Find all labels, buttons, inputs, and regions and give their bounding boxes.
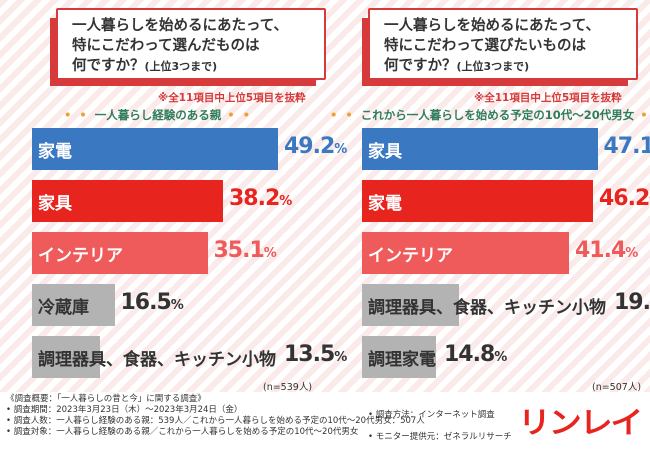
right-bar: [362, 284, 459, 326]
left-subtitle-text: 一人暮らし経験のある親: [94, 108, 222, 122]
right-question-box: 一人暮らしを始めるにあたって、 特にこだわって選びたいものは 何ですか？(上位3…: [362, 8, 638, 86]
left-bar-value-label: 49.2%: [284, 134, 348, 159]
left-question-suffix: (上位3つまで): [144, 60, 218, 73]
right-bar-value-label: 19.3%: [614, 290, 650, 315]
left-bar-value-label: 38.2%: [229, 186, 293, 211]
right-bar-category-label: 調理家電: [368, 350, 436, 370]
right-sample-size: (n=507人): [592, 382, 642, 393]
right-bar-value-label: 14.8%: [444, 342, 508, 367]
survey-line: • 調査方法：インターネット調査: [368, 410, 495, 420]
left-sample-size: (n=539人): [263, 382, 313, 393]
left-question-line-1: 一人暮らしを始めるにあたって、: [72, 18, 289, 34]
survey-details-right: • 調査方法：インターネット調査 • モニター提供元：ゼネラルリサーチ: [368, 410, 512, 443]
left-bar-category-label: 冷蔵庫: [38, 298, 89, 318]
left-bar-value-label: 13.5%: [284, 342, 348, 367]
right-bar-category-label: 調理器具、食器、キッチン小物: [368, 298, 606, 318]
left-bar-category-label: 家電: [38, 142, 72, 162]
survey-details-left: 《調査概要：「一人暮らしの昔と今」に関する調査》 • 調査期間：2023年3月2…: [6, 394, 425, 438]
left-question-line-3: 何ですか？: [72, 58, 145, 74]
left-bar: [32, 180, 223, 222]
right-bar: [362, 232, 569, 274]
left-question-line-2: 特にこだわって選んだものは: [72, 38, 260, 54]
left-bar: [32, 128, 278, 170]
left-bar-category-label: 調理器具、食器、キッチン小物: [38, 350, 276, 370]
right-subtitle: • • これから一人暮らしを始める予定の10代〜20代男女 • •: [330, 108, 650, 122]
right-bar-value-label: 46.2%: [599, 186, 650, 211]
right-bar-category-label: 家電: [368, 194, 402, 214]
survey-line: • 調査人数：一人暮らし経験のある親：539人／これから一人暮らしを始める予定の…: [6, 416, 425, 426]
right-bar-value-label: 41.4%: [575, 238, 639, 263]
right-bar-category-label: 家具: [368, 142, 402, 162]
left-bar-category-label: インテリア: [38, 246, 123, 266]
right-bar-category-label: インテリア: [368, 246, 453, 266]
right-question-line-1: 一人暮らしを始めるにあたって、: [384, 18, 601, 34]
left-note: ※全11項目中上位5項目を抜粋: [158, 92, 306, 104]
left-bar: [32, 284, 115, 326]
right-bar: [362, 336, 436, 378]
left-bar-value-label: 35.1%: [213, 238, 277, 263]
survey-footer: 《調査概要：「一人暮らしの昔と今」に関する調査》 • 調査期間：2023年3月2…: [0, 392, 650, 450]
right-bar-value-label: 47.1%: [603, 134, 650, 159]
left-bar: [32, 232, 208, 274]
left-bar: [32, 336, 100, 378]
survey-line: • 調査期間：2023年3月23日（木）〜2023年3月24日（金）: [6, 405, 243, 415]
left-question-box: 一人暮らしを始めるにあたって、 特にこだわって選んだものは 何ですか？(上位3つ…: [50, 8, 326, 86]
survey-line: 《調査概要：「一人暮らしの昔と今」に関する調査》: [6, 394, 206, 404]
right-note: ※全11項目中上位5項目を抜粋: [474, 92, 622, 104]
right-bar: [362, 128, 598, 170]
right-bar: [362, 180, 593, 222]
left-bar-category-label: 家具: [38, 194, 72, 214]
survey-line: [368, 421, 512, 432]
right-subtitle-text: これから一人暮らしを始める予定の10代〜20代男女: [360, 108, 635, 122]
right-question-line-3: 何ですか？: [384, 58, 457, 74]
right-question-suffix: (上位3つまで): [456, 60, 530, 73]
right-question-line-2: 特にこだわって選びたいものは: [384, 38, 586, 54]
survey-line: • 調査対象：一人暮らし経験のある親／これから一人暮らしを始める予定の10代〜2…: [6, 427, 359, 437]
brand-logo: リンレイ: [518, 406, 643, 441]
survey-line: • モニター提供元：ゼネラルリサーチ: [368, 432, 512, 442]
left-bar-value-label: 16.5%: [120, 290, 184, 315]
left-subtitle: • • 一人暮らし経験のある親 • •: [64, 108, 252, 122]
